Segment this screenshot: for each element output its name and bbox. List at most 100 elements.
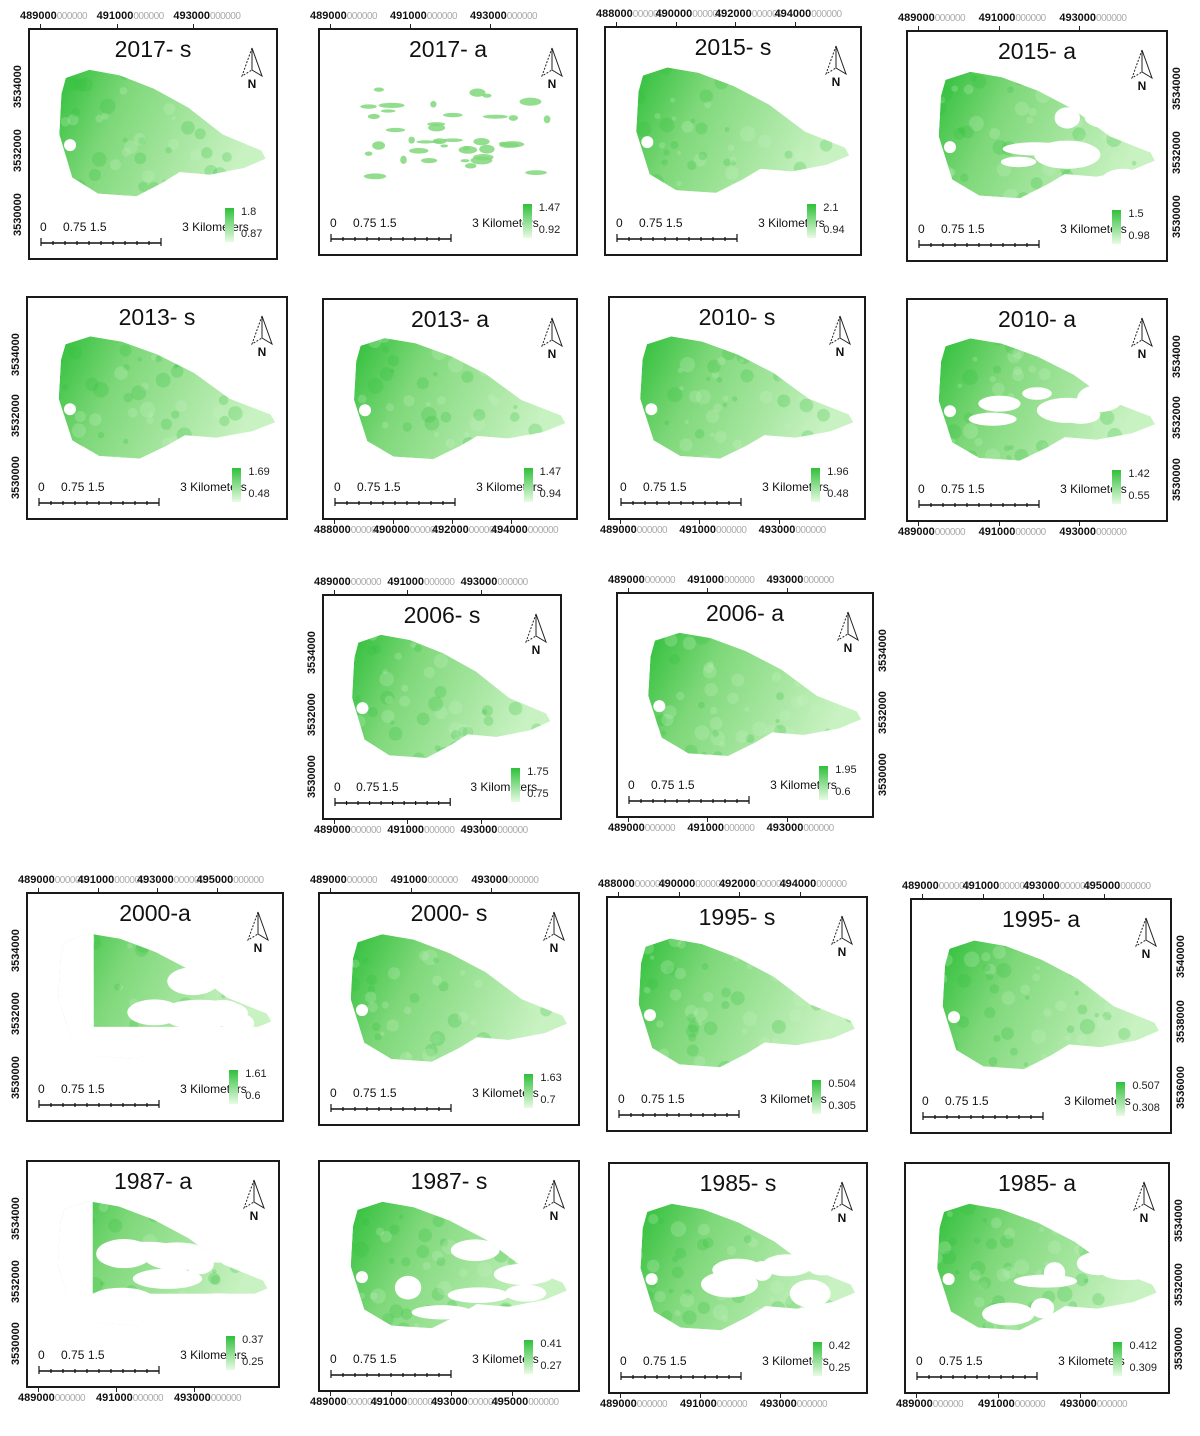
map-panel-p2000a: 2000-a N 0 0.75 1.5 3 Kilometers 1.61 0.6 489000… bbox=[10, 874, 284, 1122]
scale-tick-label: 1.5 bbox=[87, 1348, 105, 1362]
x-axis-label: 493000000000 bbox=[1060, 1398, 1128, 1410]
lake-raster bbox=[58, 336, 276, 459]
x-axis-bottom: 489000000000 491000000000 493000000000 bbox=[608, 818, 874, 836]
x-axis-top: 489000000000 491000000000 493000000000 4950… bbox=[18, 874, 284, 892]
x-axis-label: 489000000000 bbox=[18, 874, 86, 886]
x-axis-label: 488000000000 bbox=[598, 878, 666, 890]
lake-raster bbox=[638, 938, 856, 1068]
north-arrow-icon: N bbox=[1135, 917, 1157, 960]
map-title: 2015- a bbox=[997, 38, 1076, 64]
colorbar bbox=[226, 1336, 236, 1370]
scale-tick-label: 3 Kilometers bbox=[476, 480, 543, 494]
scale-tick-label: 0 bbox=[916, 1354, 923, 1368]
x-axis-label: 493000000000 bbox=[173, 10, 241, 22]
y-axis-label: 3532000 bbox=[10, 394, 22, 438]
colorbar bbox=[1116, 1082, 1126, 1116]
map-panel-p2017a: 2017- a N 0 0.75 1.5 3 Kilometers 1.47 0.92 4890… bbox=[310, 10, 578, 256]
north-label: N bbox=[1138, 79, 1147, 92]
north-label: N bbox=[250, 1209, 259, 1222]
scale-tick-label: 0.75 bbox=[639, 216, 663, 230]
colorbar bbox=[524, 1340, 534, 1374]
legend-min-value: 0.6 bbox=[835, 786, 851, 798]
north-arrow-icon: N bbox=[1131, 49, 1153, 92]
scale-tick-label: 3 Kilometers bbox=[1064, 1094, 1131, 1108]
north-arrow-icon: N bbox=[829, 315, 851, 358]
y-axis-label: 3534000 bbox=[1171, 67, 1183, 110]
y-axis-label: 3532000 bbox=[1173, 1263, 1185, 1306]
x-axis-label: 488000000000 bbox=[314, 524, 382, 536]
scale-tick-label: 0.75 bbox=[939, 1354, 963, 1368]
scale-tick-label: 1.5 bbox=[967, 482, 985, 496]
north-label: N bbox=[548, 347, 557, 360]
x-axis-top: 489000000000 491000000000 493000000000 bbox=[310, 10, 578, 28]
map-title: 2006- a bbox=[705, 600, 784, 626]
map-title: 1985- s bbox=[699, 1170, 777, 1196]
legend-max-value: 2.1 bbox=[823, 202, 839, 214]
x-axis-label: 494000000000 bbox=[491, 524, 559, 536]
scale-tick-label: 1.5 bbox=[379, 1086, 397, 1100]
north-label: N bbox=[1140, 1211, 1149, 1224]
scale-tick-label: 0 bbox=[922, 1094, 929, 1108]
x-axis-label: 492000000000 bbox=[432, 524, 500, 536]
colorbar bbox=[524, 1074, 534, 1108]
x-axis-label: 489000000000 bbox=[896, 1398, 964, 1410]
x-axis-label: 489000000000 bbox=[898, 526, 966, 538]
x-axis-label: 491000000000 bbox=[390, 10, 458, 22]
y-axis-label: 3530000 bbox=[10, 455, 22, 499]
x-axis-label: 493000000000 bbox=[766, 574, 835, 586]
legend-min-value: 0.6 bbox=[245, 1090, 261, 1102]
legend-min-value: 0.98 bbox=[1128, 230, 1150, 242]
north-arrow-icon: N bbox=[541, 47, 563, 90]
north-label: N bbox=[550, 1209, 559, 1222]
colorbar bbox=[807, 204, 817, 238]
y-axis-label: 3530000 bbox=[306, 755, 318, 798]
scale-tick-label: 0.75 bbox=[641, 1092, 665, 1106]
x-axis-label: 493000000000 bbox=[460, 824, 529, 836]
scale-tick-label: 0 bbox=[918, 222, 925, 236]
x-axis-label: 493000000000 bbox=[174, 1392, 242, 1404]
scale-tick-label: 3 Kilometers bbox=[760, 1092, 827, 1106]
y-axis-label: 3534000 bbox=[10, 1197, 22, 1240]
legend-max-value: 0.41 bbox=[540, 1338, 562, 1350]
x-axis-label: 491000000000 bbox=[687, 822, 755, 834]
legend-max-value: 1.75 bbox=[527, 766, 549, 778]
x-axis-top: 489000000000 491000000000 493000000000 bbox=[20, 10, 278, 28]
north-label: N bbox=[838, 945, 847, 958]
north-label: N bbox=[832, 75, 841, 88]
lake-raster bbox=[648, 632, 862, 756]
x-axis-label: 491000000000 bbox=[387, 824, 455, 836]
y-axis-label: 3540000 bbox=[1175, 935, 1187, 978]
scale-tick-label: 0 bbox=[38, 480, 45, 494]
y-axis-label: 3534000 bbox=[1173, 1199, 1185, 1242]
lake-raster bbox=[59, 69, 266, 197]
scale-tick-label: 0.75 bbox=[643, 480, 667, 494]
y-axis-label: 3530000 bbox=[1171, 195, 1183, 238]
scale-bar bbox=[330, 1370, 452, 1378]
y-axis-label: 3534000 bbox=[1171, 335, 1183, 378]
map-panel-p1985a: 1985- a N 0 0.75 1.5 3 Kilometers 0.412 0.309 48… bbox=[896, 1162, 1185, 1410]
x-axis-label: 493000000000 bbox=[1059, 12, 1127, 24]
y-axis-label: 3532000 bbox=[10, 1259, 22, 1303]
legend-max-value: 1.63 bbox=[540, 1072, 562, 1084]
x-axis-label: 490000000000 bbox=[655, 8, 724, 20]
map-panel-p2010a: 2010- a N 0 0.75 1.5 3 Kilometers 1.42 0.55 4890… bbox=[898, 298, 1183, 538]
x-axis-bottom: 489000000000 491000000000 493000000000 bbox=[898, 522, 1168, 540]
y-axis-label: 3530000 bbox=[10, 1055, 22, 1099]
north-label: N bbox=[1142, 947, 1151, 960]
y-axis-label: 3538000 bbox=[1175, 1000, 1187, 1044]
map-frame: 2015- a N 0 0.75 1.5 3 Kilometers 1.5 0.98 bbox=[906, 30, 1168, 262]
scale-tick-label: 0.75 bbox=[941, 482, 965, 496]
legend-max-value: 0.412 bbox=[1129, 1340, 1157, 1352]
y-axis-label: 3534000 bbox=[10, 929, 22, 972]
x-axis-label: 492000000000 bbox=[715, 8, 783, 20]
x-axis-bottom: 489000000000 491000000000 493000000000 bbox=[896, 1394, 1170, 1412]
north-arrow-icon: N bbox=[247, 911, 269, 954]
legend-min-value: 0.309 bbox=[1129, 1362, 1157, 1374]
y-axis-label: 3534000 bbox=[306, 631, 318, 674]
map-title: 1995- a bbox=[1001, 906, 1080, 932]
scale-tick-label: 3 Kilometers bbox=[180, 480, 247, 494]
x-axis-top: 489000000000 491000000000 493000000000 4950… bbox=[902, 880, 1172, 898]
x-axis-label: 491000000000 bbox=[680, 1398, 748, 1410]
scale-bar bbox=[38, 498, 160, 506]
x-axis-label: 489000000000 bbox=[314, 576, 382, 588]
